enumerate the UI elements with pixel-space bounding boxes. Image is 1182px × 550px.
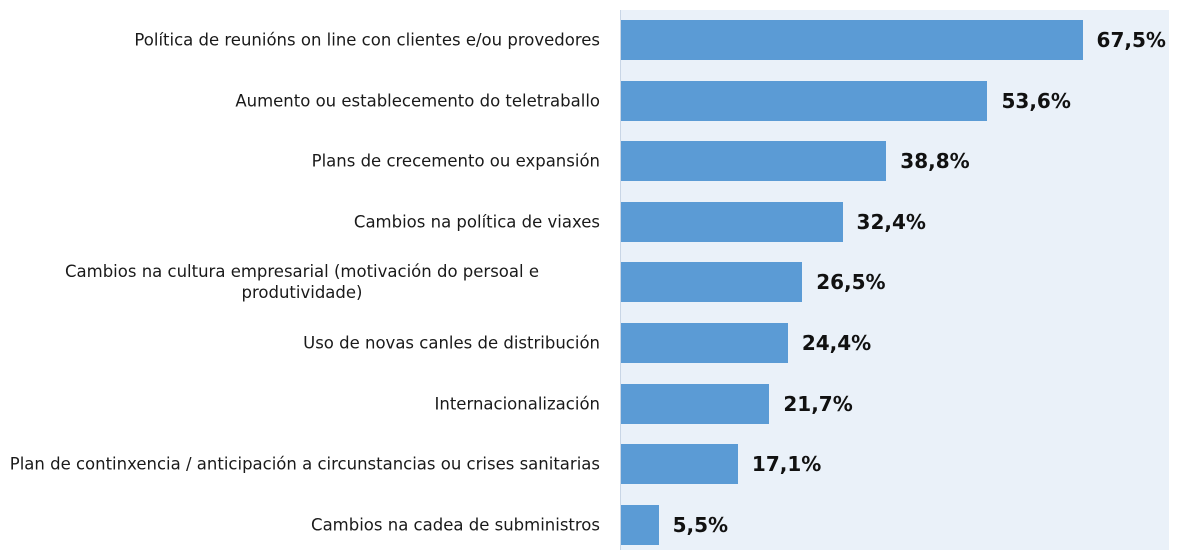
category-text: Internacionalización — [434, 394, 600, 414]
bar — [621, 323, 788, 363]
bar — [621, 262, 803, 303]
category-label: Cambios na política de viaxes — [4, 211, 600, 232]
category-text: Cambios na política de viaxes — [353, 212, 600, 232]
category-label: Uso de novas canles de distribución — [4, 333, 600, 354]
value-label: 38,8% — [900, 149, 970, 174]
category-text: Política de reunións on line con cliente… — [134, 30, 600, 50]
bar — [621, 383, 770, 424]
bar — [621, 141, 887, 182]
category-text: Aumento ou establecemento do teletraball… — [235, 91, 600, 111]
category-label: Cambios na cultura empresarial (motivaci… — [4, 261, 600, 303]
bar — [621, 80, 988, 121]
value-label: 17,1% — [751, 452, 822, 477]
value-label: 21,7% — [783, 391, 853, 416]
category-label: Aumento ou establecemento do teletraball… — [4, 90, 600, 111]
bar — [621, 201, 843, 242]
bar — [621, 444, 738, 485]
value-label: 26,5% — [816, 270, 886, 295]
category-label: Internacionalización — [4, 393, 600, 414]
category-label: Política de reunións on line con cliente… — [4, 30, 600, 51]
category-text: Uso de novas canles de distribución — [303, 333, 600, 353]
value-label: 67,5% — [1096, 28, 1166, 52]
category-label: Cambios na cadea de subministros — [4, 514, 600, 535]
value-label: 5,5% — [672, 512, 729, 537]
category-text: Plan de continxencia / anticipación a ci… — [9, 454, 600, 474]
category-label: Plans de crecemento ou expansión — [4, 151, 600, 172]
value-label: 24,4% — [801, 331, 872, 355]
value-label: 53,6% — [1001, 88, 1071, 113]
category-text: Cambios na cadea de subministros — [311, 515, 600, 535]
category-text: Plans de crecemento ou expansión — [311, 151, 600, 171]
bar — [621, 20, 1083, 60]
bar — [621, 504, 659, 545]
category-label: Plan de continxencia / anticipación a ci… — [4, 454, 600, 475]
value-label: 32,4% — [856, 209, 926, 234]
category-text: Cambios na cultura empresarial (motivaci… — [65, 262, 539, 303]
